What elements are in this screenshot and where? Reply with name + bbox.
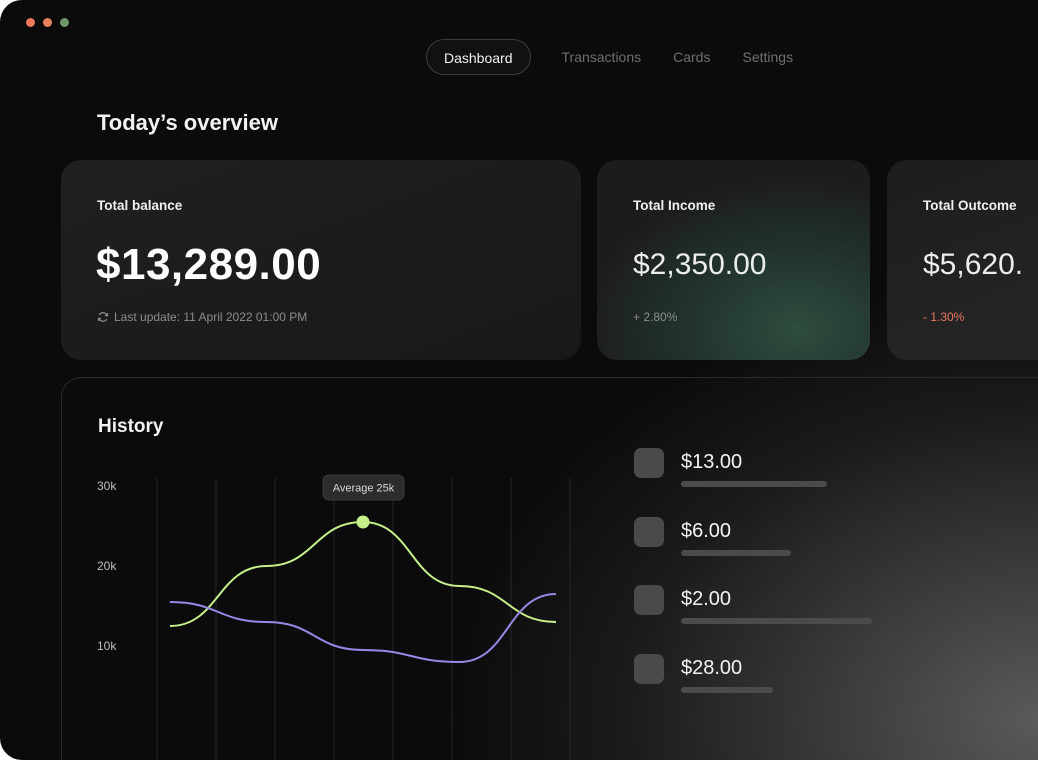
list-item[interactable]: $13.00 <box>634 448 934 517</box>
highlight-point <box>356 515 370 529</box>
card-label: Total balance <box>97 198 183 213</box>
last-update: Last update: 11 April 2022 01:00 PM <box>97 310 307 324</box>
transaction-list: $13.00 $6.00 $2.00 $28.00 <box>634 448 934 722</box>
maximize-window-button[interactable] <box>60 18 69 27</box>
tab-cards[interactable]: Cards <box>673 49 711 65</box>
total-balance-card[interactable]: Total balance $13,289.00 Last update: 11… <box>61 160 581 360</box>
transaction-amount: $28.00 <box>681 656 743 679</box>
last-update-text: Last update: 11 April 2022 01:00 PM <box>114 310 308 324</box>
transaction-placeholder-bar <box>681 618 872 624</box>
total-income-card[interactable]: Total Income $2,350.00 + 2.80% <box>597 160 870 360</box>
window-controls <box>26 18 69 27</box>
transaction-icon <box>634 448 664 478</box>
transaction-icon <box>634 585 664 615</box>
transaction-amount: $6.00 <box>681 519 732 542</box>
tooltip-box <box>322 474 405 501</box>
outcome-value: $5,620. <box>923 248 1024 281</box>
outcome-change: - 1.30% <box>923 310 965 324</box>
y-tick-label: 10k <box>97 639 117 653</box>
transaction-placeholder-bar <box>681 549 791 556</box>
series-line-1 <box>169 593 557 664</box>
transaction-icon <box>634 516 664 547</box>
history-panel: History 30k 20k 10k Average 25k $13.00 $6.… <box>61 377 1038 760</box>
balance-value: $13,289.00 <box>96 240 322 289</box>
page-title: Today’s overview <box>97 110 278 135</box>
top-nav: Dashboard Transactions Cards Settings <box>426 39 809 75</box>
refresh-icon <box>97 312 109 322</box>
list-item[interactable]: $2.00 <box>634 585 934 654</box>
card-label: Total Outcome <box>923 198 1017 213</box>
close-window-button[interactable] <box>26 18 35 27</box>
income-value: $2,350.00 <box>633 248 767 281</box>
transaction-icon <box>634 653 664 684</box>
history-title: History <box>98 416 164 437</box>
tab-transactions[interactable]: Transactions <box>561 49 642 65</box>
list-item[interactable]: $28.00 <box>634 653 934 723</box>
series-line-0 <box>169 520 557 627</box>
y-tick-label: 20k <box>97 559 117 573</box>
tab-dashboard[interactable]: Dashboard <box>426 39 531 75</box>
tooltip-text: Average 25k <box>333 483 395 495</box>
minimize-window-button[interactable] <box>43 18 52 27</box>
total-outcome-card[interactable]: Total Outcome $5,620. - 1.30% <box>887 160 1038 360</box>
transaction-amount: $2.00 <box>681 588 732 610</box>
history-chart: 30k 20k 10k Average 25k <box>97 474 571 760</box>
transaction-amount: $13.00 <box>681 451 743 473</box>
transaction-placeholder-bar <box>681 481 827 487</box>
card-label: Total Income <box>633 198 716 213</box>
y-tick-label: 30k <box>97 479 117 493</box>
list-item[interactable]: $6.00 <box>634 516 934 586</box>
transaction-placeholder-bar <box>681 686 773 693</box>
tab-settings[interactable]: Settings <box>742 49 794 65</box>
income-change: + 2.80% <box>633 310 678 324</box>
